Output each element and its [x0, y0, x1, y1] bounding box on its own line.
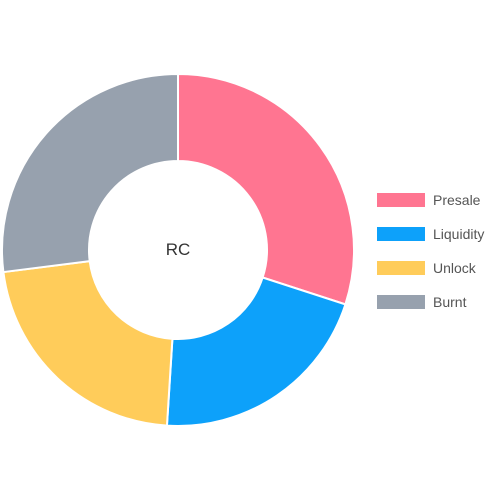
legend-label-unlock: Unlock [433, 260, 477, 276]
legend-label-presale: Presale [433, 192, 481, 208]
legend-swatch-burnt [377, 295, 425, 309]
slice-liquidity[interactable] [165, 276, 347, 427]
legend: Presale Liquidity Unlock Burnt [377, 192, 484, 310]
legend-label-burnt: Burnt [433, 294, 467, 310]
slice-burnt[interactable] [1, 72, 179, 274]
center-label: RC [166, 240, 191, 259]
legend-item-unlock[interactable]: Unlock [377, 260, 477, 276]
legend-label-liquidity: Liquidity [433, 226, 484, 242]
slice-unlock[interactable] [2, 260, 174, 427]
legend-swatch-presale [377, 193, 425, 207]
legend-item-liquidity[interactable]: Liquidity [377, 226, 484, 242]
legend-item-presale[interactable]: Presale [377, 192, 481, 208]
donut-slices [1, 72, 355, 427]
legend-item-burnt[interactable]: Burnt [377, 294, 467, 310]
legend-swatch-liquidity [377, 227, 425, 241]
legend-swatch-unlock [377, 261, 425, 275]
slice-presale[interactable] [177, 72, 355, 306]
